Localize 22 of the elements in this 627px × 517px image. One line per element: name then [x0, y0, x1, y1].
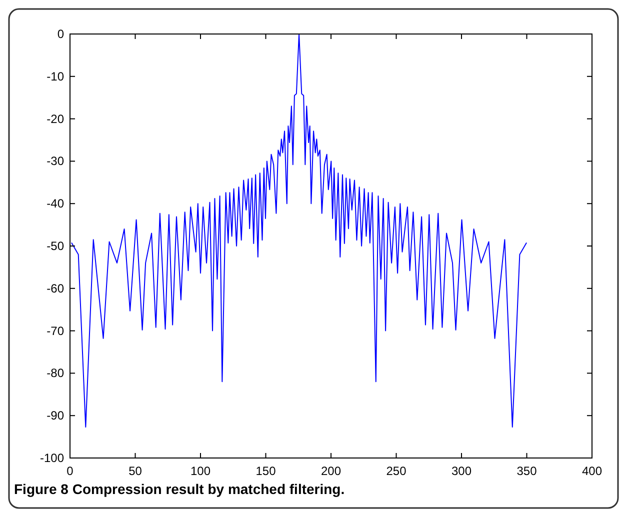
x-tick-label: 350 [516, 464, 538, 478]
x-tick-label: 400 [582, 464, 602, 478]
y-tick-label: -60 [46, 281, 64, 296]
x-tick-label: 50 [128, 464, 142, 478]
y-tick-label: -100 [40, 451, 64, 465]
caption: Figure 8 Compression result by matched filtering. [14, 481, 345, 497]
y-tick-label: -50 [46, 239, 64, 253]
y-tick-label: -30 [46, 154, 64, 168]
y-tick-label: -40 [46, 196, 64, 211]
y-tick-label: -20 [46, 112, 64, 126]
x-tick-label: 0 [66, 464, 74, 478]
x-tick-label: 250 [386, 464, 407, 478]
y-tick-label: -70 [46, 324, 64, 338]
y-tick-label: -90 [46, 408, 64, 423]
x-tick-label: 300 [451, 464, 472, 478]
y-tick-label: 0 [57, 27, 64, 41]
line-series [71, 34, 527, 428]
y-tick-label: -80 [46, 366, 64, 380]
x-tick-label: 100 [190, 464, 211, 478]
x-tick-label: 150 [256, 464, 276, 478]
x-tick-label: 200 [320, 464, 342, 478]
y-tick-label: -10 [46, 69, 64, 84]
